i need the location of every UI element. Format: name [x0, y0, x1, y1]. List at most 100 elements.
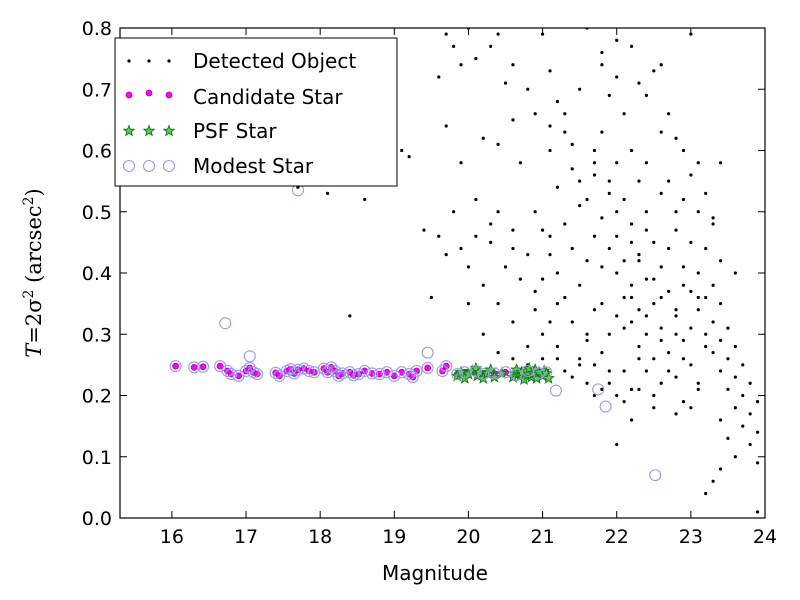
point-detected-object: [578, 363, 582, 367]
point-detected-object: [704, 332, 708, 336]
point-detected-object: [696, 271, 700, 275]
point-detected-object: [681, 400, 686, 404]
point-detected-object: [607, 369, 611, 373]
point-detected-object: [474, 57, 478, 61]
point-psf-star: [539, 366, 553, 379]
legend-label-detected-object: Detected Object: [193, 49, 356, 73]
point-modest-star: [347, 369, 360, 382]
y-axis-label-sup1: 2: [21, 290, 37, 299]
point-detected-object: [452, 44, 456, 48]
point-detected-object: [444, 32, 448, 36]
point-detected-object: [607, 93, 611, 97]
y-axis-label-prefix: =2σ: [22, 298, 46, 343]
point-detected-object: [733, 271, 737, 275]
point-modest-star: [510, 368, 523, 381]
point-modest-star: [225, 368, 238, 381]
point-detected-object: [578, 179, 582, 183]
point-detected-object: [474, 234, 478, 238]
legend-marker-detected-object: [127, 59, 131, 63]
point-detected-object: [496, 210, 500, 214]
point-detected-object: [689, 173, 693, 177]
point-modest-star: [358, 364, 371, 378]
point-detected-object: [718, 418, 723, 422]
point-detected-object: [718, 467, 723, 471]
point-detected-object: [674, 228, 678, 232]
point-detected-object: [667, 289, 671, 293]
y-tick-label: 0.4: [82, 263, 112, 285]
point-detected-object: [652, 357, 656, 361]
point-detected-object: [718, 369, 723, 373]
point-detected-object: [644, 228, 648, 232]
x-axis-label: Magnitude: [382, 561, 488, 585]
point-detected-object: [704, 246, 708, 251]
point-detected-object: [548, 320, 552, 324]
point-detected-object: [733, 344, 737, 349]
x-tick-label: 17: [234, 526, 258, 548]
point-detected-object: [644, 210, 648, 214]
point-modest-star: [592, 383, 605, 396]
point-modest-star: [451, 368, 464, 381]
point-detected-object: [659, 295, 663, 300]
point-detected-object: [548, 234, 552, 238]
point-detected-object: [644, 369, 648, 373]
point-detected-object: [629, 387, 634, 391]
point-detected-object: [563, 130, 567, 134]
point-detected-object: [592, 173, 597, 177]
series-psf-star: [450, 361, 555, 386]
series-detected-object: [207, 28, 760, 514]
legend-marker-candidate-star: [145, 89, 153, 97]
point-detected-object: [615, 38, 619, 42]
point-detected-object: [503, 81, 508, 85]
point-modest-star: [373, 368, 386, 381]
point-modest-star: [288, 367, 301, 380]
point-modest-star: [380, 366, 393, 379]
point-detected-object: [533, 210, 537, 214]
point-detected-object: [563, 112, 567, 116]
point-detected-object: [644, 161, 648, 165]
point-detected-object: [555, 271, 560, 275]
point-detected-object: [592, 393, 597, 398]
point-detected-object: [496, 32, 500, 36]
point-detected-object: [711, 222, 715, 226]
point-detected-object: [570, 320, 574, 324]
point-detected-object: [718, 302, 723, 306]
point-modest-star: [549, 384, 562, 397]
point-candidate-star: [190, 363, 198, 371]
point-detected-object: [667, 112, 671, 116]
legend-marker-modest-star: [162, 159, 176, 173]
point-detected-object: [622, 197, 626, 202]
point-detected-object: [748, 442, 752, 447]
point-detected-object: [726, 387, 730, 391]
point-detected-object: [363, 197, 367, 202]
point-detected-object: [652, 240, 656, 244]
point-detected-object: [741, 363, 745, 367]
point-candidate-star: [172, 362, 179, 370]
point-detected-object: [578, 283, 582, 287]
point-detected-object: [555, 185, 560, 189]
point-detected-object: [548, 148, 552, 153]
point-detected-object: [652, 69, 656, 73]
point-detected-object: [459, 246, 463, 251]
y-axis-label: T=2σ2 (arcsec2): [21, 188, 46, 358]
point-detected-object: [540, 357, 545, 361]
legend: Detected Object Candidate Star PSF Star …: [114, 37, 398, 187]
x-tick-label: 18: [308, 526, 332, 548]
point-detected-object: [711, 351, 715, 355]
x-tick-label: 22: [605, 526, 629, 548]
point-detected-object: [622, 400, 626, 404]
point-detected-object: [629, 44, 634, 48]
y-tick-label: 0.5: [82, 202, 112, 224]
point-modest-star: [219, 317, 232, 330]
point-modest-star: [343, 366, 356, 379]
point-detected-object: [615, 314, 619, 318]
point-detected-object: [681, 148, 686, 153]
point-detected-object: [674, 308, 678, 312]
point-detected-object: [325, 191, 330, 195]
point-detected-object: [652, 406, 656, 410]
point-psf-star: [476, 371, 490, 384]
point-detected-object: [644, 314, 648, 318]
point-detected-object: [615, 442, 619, 447]
point-detected-object: [585, 332, 589, 336]
point-modest-star: [521, 364, 534, 378]
point-detected-object: [696, 161, 700, 165]
